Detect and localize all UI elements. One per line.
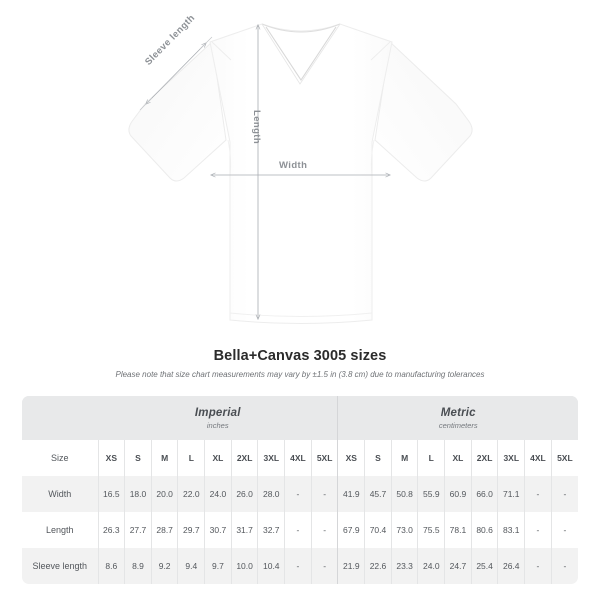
size-header-imperial-5xl: 5XL [310, 440, 338, 476]
cell-width-metric-4xl: - [524, 476, 552, 512]
dimension-lines [139, 25, 390, 319]
unit-group-header-row: Imperial inches Metric centimeters [22, 396, 578, 440]
size-header-imperial-m: M [150, 440, 178, 476]
cell-sleeve-length-imperial-xl: 9.7 [204, 548, 232, 584]
page-title: Bella+Canvas 3005 sizes [213, 348, 387, 364]
size-header-metric-s: S [364, 440, 392, 476]
cell-sleeve-length-metric-m: 23.3 [390, 548, 418, 584]
cell-length-metric-l: 75.5 [417, 512, 445, 548]
size-header-metric-4xl: 4XL [524, 440, 552, 476]
cell-sleeve-length-imperial-l: 9.4 [177, 548, 205, 584]
unit-group-title: Imperial [194, 406, 241, 419]
tshirt-diagram: Sleeve length Length Width [128, 12, 473, 324]
cell-sleeve-length-imperial-2xl: 10.0 [230, 548, 258, 584]
size-header-metric-2xl: 2XL [470, 440, 498, 476]
size-header-row: Size XS S M L XL 2XL 3XL 4XL 5XL XS S M L XL 2XL 3XL 4XL 5… [22, 440, 578, 476]
tolerance-note: Please note that size chart measurements… [115, 370, 485, 379]
cell-sleeve-length-metric-2xl: 25.4 [470, 548, 498, 584]
cell-width-imperial-m: 20.0 [150, 476, 178, 512]
cell-width-metric-l: 55.9 [417, 476, 445, 512]
size-header-metric-xs: XS [337, 440, 365, 476]
size-header-metric-3xl: 3XL [497, 440, 525, 476]
size-header-label: Size [50, 453, 69, 463]
size-header-imperial-3xl: 3XL [257, 440, 285, 476]
cell-length-metric-xl: 78.1 [444, 512, 472, 548]
cell-length-metric-4xl: - [524, 512, 552, 548]
length-label: Length [251, 110, 262, 145]
sleeve-dimension-arrow [146, 43, 206, 104]
cell-width-imperial-4xl: - [284, 476, 312, 512]
cell-width-imperial-xs: 16.5 [97, 476, 125, 512]
cell-sleeve-length-imperial-4xl: - [284, 548, 312, 584]
cell-width-imperial-3xl: 28.0 [257, 476, 285, 512]
table-row: Sleeve length 8.6 8.9 9.2 9.4 9.7 10.0 10.4- -21… [22, 548, 578, 584]
cell-sleeve-length-imperial-3xl: 10.4 [257, 548, 285, 584]
measurement-label-width: Width [48, 489, 72, 499]
cell-sleeve-length-imperial-5xl: - [310, 548, 338, 584]
group-header-spacer [22, 396, 98, 440]
measurements-table: Imperial inches Metric centimeters Size XS S M L… [22, 396, 578, 584]
cell-length-imperial-xs: 26.3 [97, 512, 125, 548]
cell-sleeve-length-metric-3xl: 26.4 [497, 548, 525, 584]
size-header-imperial-2xl: 2XL [230, 440, 258, 476]
cell-sleeve-length-metric-4xl: - [524, 548, 552, 584]
table-row: Length 26.3 27.7 28.7 29.7 30.7 31.7 32.7- -67.9… [22, 512, 578, 548]
table-row: Width 16.5 18.0 20.0 22.0 24.0 26.0 28.0- -41.9 4… [22, 476, 578, 512]
cell-width-metric-m: 50.8 [390, 476, 418, 512]
cell-sleeve-length-metric-xs: 21.9 [337, 548, 365, 584]
cell-sleeve-length-imperial-m: 9.2 [150, 548, 178, 584]
size-header-imperial-xs: XS [97, 440, 125, 476]
cell-sleeve-length-metric-l: 24.0 [417, 548, 445, 584]
cell-length-metric-3xl: 83.1 [497, 512, 525, 548]
cell-width-metric-5xl: - [550, 476, 578, 512]
cell-length-imperial-l: 29.7 [177, 512, 205, 548]
cell-length-imperial-3xl: 32.7 [257, 512, 285, 548]
cell-length-imperial-5xl: - [310, 512, 338, 548]
size-header-imperial-l: L [177, 440, 205, 476]
cell-width-imperial-5xl: - [310, 476, 338, 512]
cell-length-imperial-xl: 30.7 [204, 512, 232, 548]
cell-sleeve-length-metric-5xl: - [550, 548, 578, 584]
size-header-metric-l: L [417, 440, 445, 476]
width-label: Width [279, 160, 308, 171]
size-header-metric-xl: XL [444, 440, 472, 476]
size-chart-table: Imperial inches Metric centimeters Size XS S M L… [22, 396, 578, 584]
cell-length-imperial-s: 27.7 [124, 512, 152, 548]
cell-sleeve-length-imperial-xs: 8.6 [97, 548, 125, 584]
cell-length-imperial-4xl: - [284, 512, 312, 548]
cell-width-imperial-xl: 24.0 [204, 476, 232, 512]
cell-sleeve-length-imperial-s: 8.9 [124, 548, 152, 584]
cell-length-metric-s: 70.4 [364, 512, 392, 548]
size-header-metric-m: M [390, 440, 418, 476]
cell-width-imperial-2xl: 26.0 [230, 476, 258, 512]
tshirt-illustration [128, 23, 473, 324]
unit-group-imperial: Imperial inches [98, 396, 338, 440]
cell-length-metric-5xl: - [550, 512, 578, 548]
cell-length-imperial-2xl: 31.7 [230, 512, 258, 548]
cell-length-metric-xs: 67.9 [337, 512, 365, 548]
unit-group-subtitle: inches [206, 420, 229, 430]
cell-sleeve-length-metric-s: 22.6 [364, 548, 392, 584]
unit-group-title: Metric [440, 406, 476, 419]
measurement-label-sleeve-length: Sleeve length [32, 561, 88, 571]
unit-group-metric: Metric centimeters [337, 396, 578, 440]
cell-length-metric-m: 73.0 [390, 512, 418, 548]
cell-length-metric-2xl: 80.6 [470, 512, 498, 548]
chart-heading: Bella+Canvas 3005 sizes Please note that… [0, 348, 600, 380]
cell-sleeve-length-metric-xl: 24.7 [444, 548, 472, 584]
cell-width-metric-s: 45.7 [364, 476, 392, 512]
cell-width-imperial-l: 22.0 [177, 476, 205, 512]
cell-length-imperial-m: 28.7 [150, 512, 178, 548]
unit-group-subtitle: centimeters [438, 420, 478, 430]
size-header-imperial-s: S [124, 440, 152, 476]
cell-width-imperial-s: 18.0 [124, 476, 152, 512]
cell-width-metric-3xl: 71.1 [497, 476, 525, 512]
cell-width-metric-xl: 60.9 [444, 476, 472, 512]
size-header-imperial-xl: XL [204, 440, 232, 476]
cell-width-metric-2xl: 66.0 [470, 476, 498, 512]
size-header-imperial-4xl: 4XL [284, 440, 312, 476]
cell-width-metric-xs: 41.9 [337, 476, 365, 512]
size-header-metric-5xl: 5XL [550, 440, 578, 476]
measurement-label-length: Length [45, 525, 74, 535]
